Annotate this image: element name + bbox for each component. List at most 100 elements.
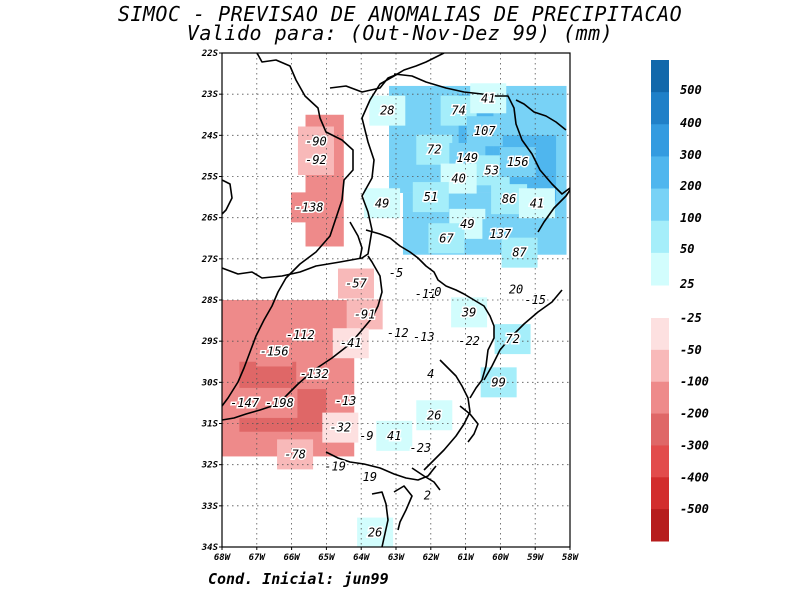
border-line	[483, 289, 563, 381]
value-label: -15	[524, 293, 546, 307]
colorbar-label-positive: 100	[680, 211, 702, 225]
value-label: -13	[335, 394, 357, 408]
border-line	[222, 53, 354, 407]
value-label: 39	[461, 305, 476, 319]
political-borders	[222, 53, 570, 547]
shade-cell	[226, 387, 263, 418]
colorbar-swatch-negative	[651, 477, 669, 510]
shade-cell	[261, 387, 298, 418]
border-line	[411, 467, 441, 491]
x-tick-label: 60W	[492, 553, 510, 563]
border-line	[393, 485, 413, 531]
value-label: 26	[368, 526, 382, 540]
colorbar-swatch-negative	[651, 381, 669, 415]
value-label: 99	[491, 375, 505, 389]
value-label: -90	[305, 135, 327, 149]
colorbar-label-negative: -300	[680, 438, 709, 452]
value-label: -19	[324, 460, 346, 474]
colorbar-swatch-negative	[651, 349, 669, 383]
y-tick-label: 24S	[201, 131, 219, 141]
x-tick-label: 68W	[214, 553, 232, 563]
value-label: 41	[481, 91, 495, 105]
colorbar-swatch-positive	[651, 124, 669, 157]
value-label: 156	[507, 155, 529, 169]
anomaly-shading	[222, 83, 567, 547]
colorbar-swatch-positive	[651, 60, 669, 93]
colorbar-label-negative: -100	[680, 375, 709, 389]
value-label: 107	[474, 124, 496, 138]
value-label: -132	[300, 367, 329, 381]
border-line	[469, 379, 483, 399]
y-tick-label: 25S	[201, 173, 219, 183]
x-tick-label: 58W	[562, 553, 580, 563]
value-label: 149	[456, 151, 478, 165]
value-label: 86	[502, 192, 516, 206]
shade-cell	[364, 188, 401, 219]
value-label: 49	[460, 217, 474, 231]
value-label: -13	[413, 330, 435, 344]
x-tick-label: 62W	[423, 553, 441, 563]
value-label: -156	[260, 344, 289, 358]
value-label: -138	[295, 200, 324, 214]
colorbar-swatch-positive	[651, 92, 669, 125]
shade-cell	[416, 134, 453, 165]
value-label: 67	[439, 231, 454, 245]
y-tick-label: 23S	[201, 90, 219, 100]
border-line	[329, 73, 399, 93]
border-line	[459, 405, 479, 443]
value-label: -198	[265, 396, 294, 410]
grid-lines	[222, 53, 570, 547]
value-label: -92	[305, 153, 327, 167]
value-label: -11	[415, 287, 437, 301]
value-label: 137	[490, 227, 512, 241]
colorbar-label-negative: -50	[680, 343, 702, 357]
colorbar-label-positive: 400	[680, 116, 702, 130]
value-label: 40	[451, 172, 465, 186]
value-label: 72	[505, 332, 519, 346]
value-label: 4	[427, 367, 434, 381]
value-label: 26	[427, 408, 441, 422]
y-tick-label: 33S	[201, 502, 219, 512]
x-tick-label: 59W	[527, 553, 545, 563]
value-label: -91	[354, 307, 376, 321]
initial-condition-label: Cond. Inicial: jun99	[208, 570, 389, 588]
value-label: 72	[427, 143, 441, 157]
value-label: 74	[451, 104, 465, 118]
value-label: 28	[380, 104, 394, 118]
value-label: 87	[512, 246, 527, 260]
border-line	[222, 255, 383, 421]
y-tick-label: 26S	[201, 214, 219, 224]
colorbar-label-negative: -200	[680, 407, 709, 421]
value-label: 51	[424, 190, 438, 204]
shade-cell	[412, 182, 449, 213]
value-label: -112	[286, 328, 315, 342]
colorbar-swatch-positive	[651, 188, 669, 222]
shade-cell	[451, 297, 488, 328]
colorbar-swatch-negative	[651, 445, 669, 478]
border-line	[393, 73, 570, 195]
shade-cell	[297, 145, 334, 176]
map-subtitle: Valido para: (Out-Nov-Dez 99) (mm)	[186, 21, 614, 45]
border-line	[365, 229, 495, 381]
colorbar-label-positive: 50	[680, 242, 694, 256]
colorbar-label-negative: -500	[680, 502, 709, 516]
x-tick-label: 66W	[283, 553, 301, 563]
shade-cell	[428, 223, 465, 254]
value-label: -9	[359, 429, 373, 443]
shade-cell	[518, 188, 555, 219]
y-tick-label: 22S	[201, 49, 219, 59]
colorbar-label-negative: -25	[680, 311, 702, 325]
shade-cell	[416, 400, 453, 431]
border-line	[537, 189, 570, 233]
colorbar-swatch-negative	[651, 509, 669, 542]
shade-cell	[346, 299, 383, 330]
shade-cell	[322, 412, 359, 443]
value-label: -12	[387, 326, 409, 340]
colorbar-swatch-negative	[651, 318, 669, 351]
colorbar-label-negative: -400	[680, 470, 709, 484]
border-line	[222, 179, 233, 215]
colorbar-swatch-negative	[651, 413, 669, 446]
value-label: -0	[427, 285, 441, 299]
border-line	[222, 53, 445, 279]
